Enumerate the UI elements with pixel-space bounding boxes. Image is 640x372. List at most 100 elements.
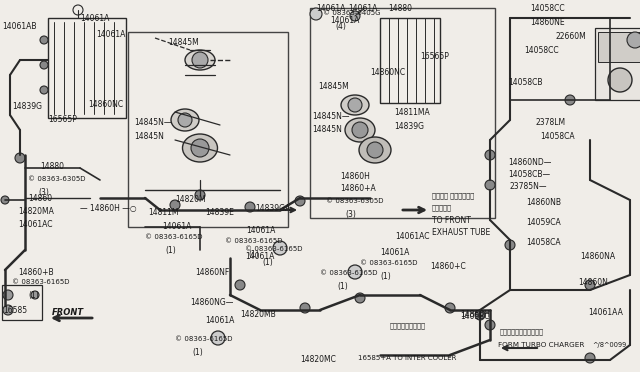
Text: (1): (1) xyxy=(192,348,203,357)
Circle shape xyxy=(565,95,575,105)
Text: 14820M: 14820M xyxy=(175,195,205,204)
Text: 14058CB: 14058CB xyxy=(508,78,543,87)
Text: 14860+C: 14860+C xyxy=(430,262,466,271)
Text: 14058CB—: 14058CB— xyxy=(508,170,550,179)
Ellipse shape xyxy=(185,50,215,70)
Circle shape xyxy=(245,202,255,212)
Text: 16565P: 16565P xyxy=(420,52,449,61)
Text: 14061A: 14061A xyxy=(205,316,234,325)
Text: 14061A: 14061A xyxy=(80,14,109,23)
Text: © 08363-6165D: © 08363-6165D xyxy=(175,336,232,342)
Text: 16565P: 16565P xyxy=(48,115,77,124)
Circle shape xyxy=(627,32,640,48)
Text: 14860+B: 14860+B xyxy=(18,268,54,277)
Text: 14860: 14860 xyxy=(28,194,52,203)
Text: 14845N—: 14845N— xyxy=(134,118,172,127)
Text: © 08363-6165D: © 08363-6165D xyxy=(245,246,303,252)
Text: 14880: 14880 xyxy=(388,4,412,13)
Circle shape xyxy=(73,5,83,15)
Text: (1): (1) xyxy=(380,272,391,281)
Text: (1): (1) xyxy=(28,291,39,300)
Text: © 08363-6405G: © 08363-6405G xyxy=(323,10,381,16)
Text: 14860NF: 14860NF xyxy=(195,268,229,277)
Text: © 08363-6165D: © 08363-6165D xyxy=(225,238,282,244)
Circle shape xyxy=(3,305,13,315)
Text: (1): (1) xyxy=(262,258,273,267)
Bar xyxy=(128,32,288,227)
Circle shape xyxy=(445,303,455,313)
Text: 14058CC: 14058CC xyxy=(530,4,564,13)
Text: © 08363-6165D: © 08363-6165D xyxy=(12,279,70,285)
Circle shape xyxy=(505,240,515,250)
Bar xyxy=(380,18,440,103)
Text: © 08363-6305D: © 08363-6305D xyxy=(28,176,86,182)
Text: FORM TURBO CHARGER: FORM TURBO CHARGER xyxy=(498,342,584,348)
Text: インタークーラーへ: インタークーラーへ xyxy=(390,322,426,328)
Text: 14839G: 14839G xyxy=(12,102,42,111)
Circle shape xyxy=(355,293,365,303)
Text: 14860NB: 14860NB xyxy=(526,198,561,207)
Text: フロント エキゾースト: フロント エキゾースト xyxy=(432,192,474,199)
Text: 16585: 16585 xyxy=(3,306,27,315)
Bar xyxy=(595,28,640,100)
Text: 14860NA: 14860NA xyxy=(580,252,615,261)
Text: 14061A: 14061A xyxy=(96,30,125,39)
Ellipse shape xyxy=(182,134,218,162)
Text: 14058C: 14058C xyxy=(460,312,490,321)
Text: 14061A: 14061A xyxy=(348,4,378,13)
Text: 14061AC: 14061AC xyxy=(18,220,52,229)
Circle shape xyxy=(211,331,225,345)
Circle shape xyxy=(15,153,25,163)
Text: 14860NC: 14860NC xyxy=(370,68,405,77)
Circle shape xyxy=(348,98,362,112)
Text: 14860N: 14860N xyxy=(578,278,608,287)
Text: 14839GA: 14839GA xyxy=(255,204,291,213)
Text: (3): (3) xyxy=(345,210,356,219)
Text: 14820MC: 14820MC xyxy=(300,355,336,364)
Text: (1): (1) xyxy=(165,246,176,255)
Circle shape xyxy=(295,196,305,206)
Text: 14845N: 14845N xyxy=(134,132,164,141)
Text: © 08363-6165D: © 08363-6165D xyxy=(145,234,202,240)
Ellipse shape xyxy=(341,95,369,115)
Circle shape xyxy=(192,52,208,68)
Text: 14845N—: 14845N— xyxy=(312,112,349,121)
Ellipse shape xyxy=(171,109,199,131)
Text: 14845M: 14845M xyxy=(168,38,199,47)
Text: 14061A: 14061A xyxy=(380,248,410,257)
Text: 14061A: 14061A xyxy=(316,4,346,13)
Circle shape xyxy=(170,200,180,210)
Text: (1): (1) xyxy=(337,282,348,291)
Text: © 08363-6165D: © 08363-6165D xyxy=(320,270,378,276)
Text: 16585+A TO INTER COOLER: 16585+A TO INTER COOLER xyxy=(358,355,456,361)
Circle shape xyxy=(40,86,48,94)
Bar xyxy=(2,285,42,320)
Circle shape xyxy=(367,142,383,158)
Text: 14860ND—: 14860ND— xyxy=(508,158,552,167)
Circle shape xyxy=(300,303,310,313)
Circle shape xyxy=(585,280,595,290)
Text: 14811M: 14811M xyxy=(148,208,179,217)
Text: © 08363-6165D: © 08363-6165D xyxy=(360,260,417,266)
Text: 14839E: 14839E xyxy=(205,208,234,217)
Text: EXHAUST TUBE: EXHAUST TUBE xyxy=(432,228,490,237)
Text: 22660M: 22660M xyxy=(556,32,587,41)
Ellipse shape xyxy=(359,137,391,163)
Text: 14058CA: 14058CA xyxy=(540,132,575,141)
Text: 14880: 14880 xyxy=(40,162,64,171)
Text: 14845M: 14845M xyxy=(318,82,349,91)
Circle shape xyxy=(273,241,287,255)
Text: 14061A: 14061A xyxy=(162,222,191,231)
Text: 14059CA: 14059CA xyxy=(526,218,561,227)
Text: 14061A: 14061A xyxy=(245,252,275,261)
Text: FRONT: FRONT xyxy=(52,308,84,317)
Text: 14061AB: 14061AB xyxy=(2,22,36,31)
Text: — 14860H —○: — 14860H —○ xyxy=(80,204,136,213)
Text: 14860NG—: 14860NG— xyxy=(190,298,234,307)
Circle shape xyxy=(195,190,205,200)
Text: (1): (1) xyxy=(248,250,259,259)
Text: 14820MA: 14820MA xyxy=(18,207,54,216)
Circle shape xyxy=(40,36,48,44)
Text: ^/8^0099: ^/8^0099 xyxy=(592,342,627,348)
Text: 14058CA: 14058CA xyxy=(526,238,561,247)
